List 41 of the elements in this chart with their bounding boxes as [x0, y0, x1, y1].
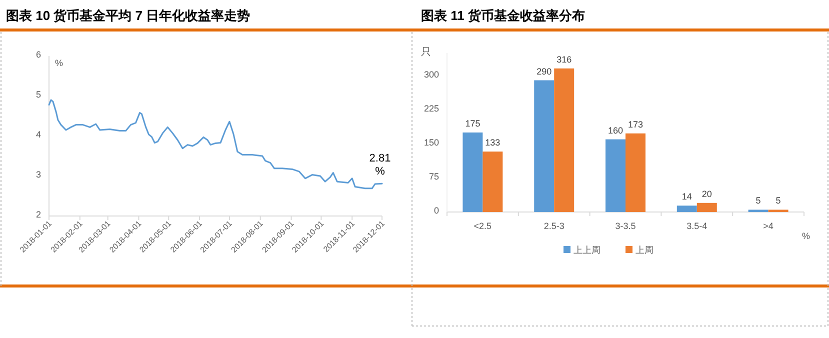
data-label: 5 [756, 196, 761, 206]
y-axis-title: 只 [421, 47, 431, 58]
data-label: 290 [536, 66, 552, 76]
bar [696, 202, 717, 212]
x-axis-title: % [802, 231, 810, 241]
y-tick-label: 6 [36, 50, 41, 60]
data-label: 5 [776, 196, 781, 206]
data-label: 20 [702, 188, 712, 199]
y-tick-label: 4 [36, 130, 41, 140]
x-tick-label: 2.5-3 [544, 221, 564, 231]
data-label: 160 [608, 125, 624, 136]
y-tick-label: 0 [434, 206, 439, 216]
data-label: 14 [682, 192, 692, 202]
chart-title: 图表 11 货币基金收益率分布 [421, 8, 585, 23]
data-label: 175 [465, 118, 480, 128]
data-label: 133 [485, 138, 500, 148]
y-tick-label: 300 [424, 69, 439, 80]
x-tick-label: 3.5-4 [686, 221, 708, 231]
x-tick-label: <2.5 [474, 221, 492, 231]
data-label: 316 [556, 54, 572, 64]
y-tick-label: 150 [424, 138, 439, 148]
data-label: 173 [628, 119, 644, 130]
y-tick-label: 5 [36, 90, 41, 100]
y-tick-label: 3 [36, 170, 41, 180]
x-tick-label: 3-3.5 [615, 221, 636, 231]
y-tick-label: 2 [36, 210, 41, 220]
bar [462, 132, 483, 212]
bar [606, 139, 626, 212]
bar [676, 206, 697, 212]
bar [482, 152, 503, 212]
x-tick-label: >4 [763, 221, 774, 231]
y-tick-label: 75 [428, 172, 439, 182]
legend-label: 上周 [636, 245, 654, 255]
chart-title: 图表 10 货币基金平均 7 日年化收益率走势 [6, 8, 250, 23]
y-axis-title: % [55, 58, 64, 68]
bar [554, 68, 574, 212]
annotation: 2.81% [369, 152, 391, 178]
legend-label: 上上周 [574, 245, 600, 255]
bar [626, 133, 646, 212]
bar [534, 80, 554, 212]
y-tick-label: 225 [424, 103, 439, 114]
